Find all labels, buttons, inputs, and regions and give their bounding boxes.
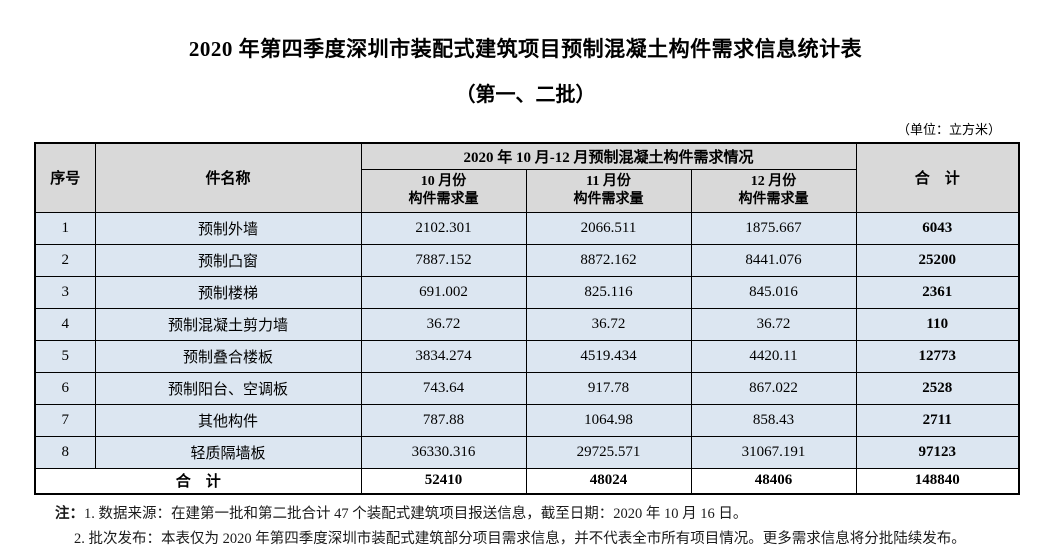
cell-component-name: 其他构件 bbox=[94, 403, 362, 437]
header-december: 12 月份 构件需求量 bbox=[690, 168, 857, 213]
cell-october-demand: 36330.316 bbox=[360, 435, 527, 469]
cell-october-demand: 691.002 bbox=[360, 275, 527, 309]
cell-total: 2528 bbox=[855, 371, 1020, 405]
note-line-2: 2. 批次发布：本表仅为 2020 年第四季度深圳市装配式建筑部分项目需求信息，… bbox=[74, 531, 966, 547]
cell-december-demand: 31067.191 bbox=[690, 435, 857, 469]
cell-total: 2711 bbox=[855, 403, 1020, 437]
table-row: 7 其他构件 787.88 1064.98 858.43 2711 bbox=[34, 403, 1020, 437]
cell-november-demand: 825.116 bbox=[525, 275, 692, 309]
cell-total: 110 bbox=[855, 307, 1020, 341]
total-december: 48406 bbox=[690, 467, 857, 495]
cell-october-demand: 3834.274 bbox=[360, 339, 527, 373]
cell-november-demand: 2066.511 bbox=[525, 211, 692, 245]
cell-december-demand: 4420.11 bbox=[690, 339, 857, 373]
cell-total: 6043 bbox=[855, 211, 1020, 245]
header-october-sublabel: 构件需求量 bbox=[408, 191, 479, 207]
header-demand-span: 2020 年 10 月-12 月预制混凝土构件需求情况 bbox=[360, 142, 857, 170]
cell-serial: 7 bbox=[34, 403, 96, 437]
cell-october-demand: 743.64 bbox=[360, 371, 527, 405]
cell-serial: 6 bbox=[34, 371, 96, 405]
total-overall: 148840 bbox=[855, 467, 1020, 495]
header-november-label: 11 月份 bbox=[586, 173, 631, 189]
total-row-label: 合 计 bbox=[34, 467, 362, 495]
cell-component-name: 预制外墙 bbox=[94, 211, 362, 245]
total-october: 52410 bbox=[360, 467, 527, 495]
table-header-row-2: 10 月份 构件需求量 11 月份 构件需求量 12 月份 构件需求量 bbox=[35, 168, 1019, 213]
cell-november-demand: 1064.98 bbox=[525, 403, 692, 437]
cell-serial: 4 bbox=[34, 307, 96, 341]
cell-serial: 8 bbox=[34, 435, 96, 469]
cell-november-demand: 917.78 bbox=[525, 371, 692, 405]
table-header-row-1: 序号 件名称 2020 年 10 月-12 月预制混凝土构件需求情况 合 计 bbox=[34, 142, 1020, 213]
cell-november-demand: 29725.571 bbox=[525, 435, 692, 469]
header-total: 合 计 bbox=[855, 142, 1020, 213]
cell-component-name: 预制楼梯 bbox=[94, 275, 362, 309]
cell-december-demand: 858.43 bbox=[690, 403, 857, 437]
notes: 注：1. 数据来源：在建第一批和第二批合计 47 个装配式建筑项目报送信息，截至… bbox=[55, 502, 1051, 552]
cell-november-demand: 4519.434 bbox=[525, 339, 692, 373]
table-row: 5 预制叠合楼板 3834.274 4519.434 4420.11 12773 bbox=[34, 339, 1020, 373]
cell-total: 2361 bbox=[855, 275, 1020, 309]
header-december-sublabel: 构件需求量 bbox=[738, 191, 809, 207]
cell-december-demand: 8441.076 bbox=[690, 243, 857, 277]
cell-october-demand: 36.72 bbox=[360, 307, 527, 341]
cell-november-demand: 36.72 bbox=[525, 307, 692, 341]
cell-december-demand: 1875.667 bbox=[690, 211, 857, 245]
cell-component-name: 预制叠合楼板 bbox=[94, 339, 362, 373]
table-row: 1 预制外墙 2102.301 2066.511 1875.667 6043 bbox=[34, 211, 1020, 245]
cell-october-demand: 7887.152 bbox=[360, 243, 527, 277]
cell-serial: 1 bbox=[34, 211, 96, 245]
cell-november-demand: 8872.162 bbox=[525, 243, 692, 277]
cell-component-name: 预制凸窗 bbox=[94, 243, 362, 277]
cell-component-name: 预制混凝土剪力墙 bbox=[94, 307, 362, 341]
header-december-label: 12 月份 bbox=[750, 173, 797, 189]
cell-component-name: 预制阳台、空调板 bbox=[94, 371, 362, 405]
header-november-sublabel: 构件需求量 bbox=[573, 191, 644, 207]
cell-october-demand: 2102.301 bbox=[360, 211, 527, 245]
table-row: 4 预制混凝土剪力墙 36.72 36.72 36.72 110 bbox=[34, 307, 1020, 341]
table-row: 8 轻质隔墙板 36330.316 29725.571 31067.191 97… bbox=[34, 435, 1020, 469]
table-row: 6 预制阳台、空调板 743.64 917.78 867.022 2528 bbox=[34, 371, 1020, 405]
table-row: 3 预制楼梯 691.002 825.116 845.016 2361 bbox=[34, 275, 1020, 309]
header-october-label: 10 月份 bbox=[420, 173, 467, 189]
header-october: 10 月份 构件需求量 bbox=[360, 168, 527, 213]
total-row: 合 计 52410 48024 48406 148840 bbox=[34, 467, 1020, 495]
note-line-1-text: 1. 数据来源：在建第一批和第二批合计 47 个装配式建筑项目报送信息，截至日期… bbox=[84, 506, 748, 522]
note-line-1: 注：1. 数据来源：在建第一批和第二批合计 47 个装配式建筑项目报送信息，截至… bbox=[55, 502, 1051, 527]
cell-total: 97123 bbox=[855, 435, 1020, 469]
header-serial: 序号 bbox=[34, 142, 96, 213]
header-component-name: 件名称 bbox=[94, 142, 362, 213]
unit-note: （单位：立方米） bbox=[896, 122, 1001, 137]
cell-total: 25200 bbox=[855, 243, 1020, 277]
cell-total: 12773 bbox=[855, 339, 1020, 373]
page-subtitle: （第一、二批） bbox=[455, 84, 596, 106]
demand-table: 序号 件名称 2020 年 10 月-12 月预制混凝土构件需求情况 合 计 1… bbox=[34, 142, 1020, 495]
cell-component-name: 轻质隔墙板 bbox=[94, 435, 362, 469]
cell-december-demand: 845.016 bbox=[690, 275, 857, 309]
cell-serial: 5 bbox=[34, 339, 96, 373]
page-title: 2020 年第四季度深圳市装配式建筑项目预制混凝土构件需求信息统计表 bbox=[188, 37, 863, 61]
cell-december-demand: 867.022 bbox=[690, 371, 857, 405]
note-prefix: 注： bbox=[55, 506, 84, 522]
cell-october-demand: 787.88 bbox=[360, 403, 527, 437]
cell-december-demand: 36.72 bbox=[690, 307, 857, 341]
header-november: 11 月份 构件需求量 bbox=[525, 168, 692, 213]
cell-serial: 3 bbox=[34, 275, 96, 309]
table-row: 2 预制凸窗 7887.152 8872.162 8441.076 25200 bbox=[34, 243, 1020, 277]
cell-serial: 2 bbox=[34, 243, 96, 277]
total-november: 48024 bbox=[525, 467, 692, 495]
